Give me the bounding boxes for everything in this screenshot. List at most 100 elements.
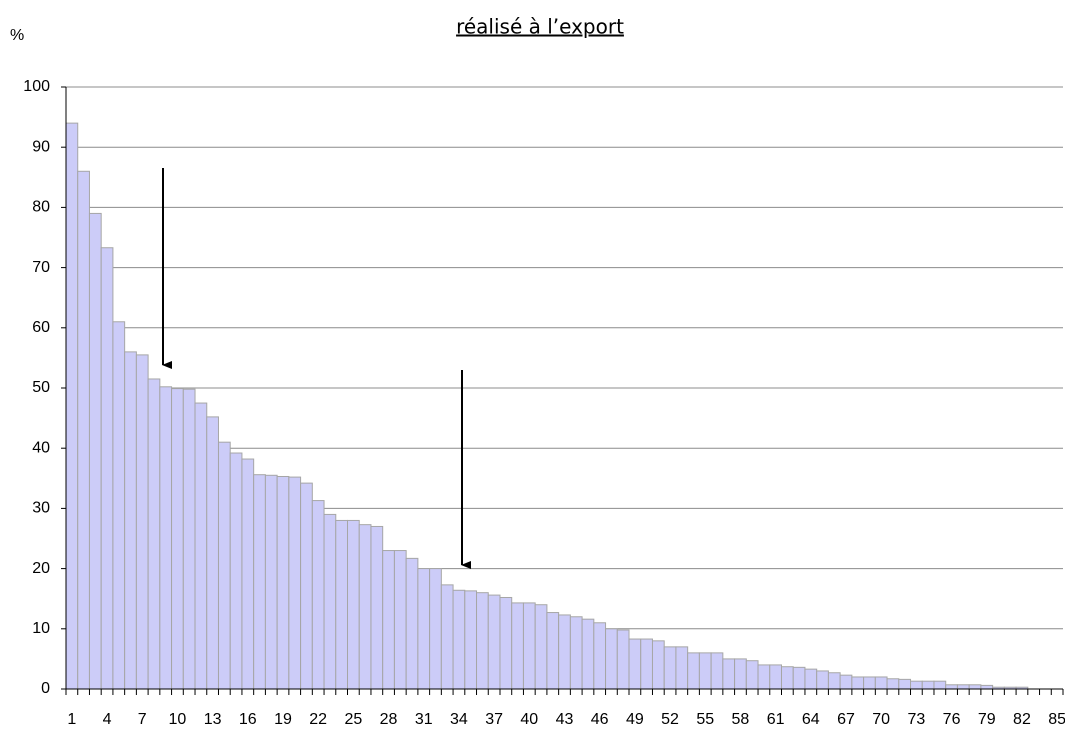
bar [487, 594, 501, 690]
bar [945, 684, 958, 690]
x-tick-label: 76 [943, 711, 961, 728]
y-tick-label: 0 [41, 680, 50, 697]
bar [651, 640, 665, 690]
x-tick-label: 46 [591, 711, 609, 728]
bar [839, 674, 853, 690]
bar [288, 476, 302, 690]
bar [405, 557, 419, 690]
bar [276, 475, 290, 690]
bar [382, 550, 395, 690]
bar [429, 568, 442, 690]
x-tick-label: 58 [732, 711, 750, 728]
plot: 0 10 20 30 40 50 60 70 80 90 100 1 4 7 10 13 16 19 22 25 28 3… [23, 78, 1065, 728]
bar [159, 386, 173, 690]
x-tick-label: 13 [204, 711, 222, 728]
x-tick-label: 25 [344, 711, 362, 728]
bar [698, 652, 712, 690]
chart-title: réalisé à l’export [456, 15, 624, 39]
bar [546, 612, 560, 690]
x-tick-label: 10 [169, 711, 187, 728]
bar [616, 629, 630, 690]
bar [135, 354, 149, 690]
x-tick-label: 73 [907, 711, 925, 728]
x-tick-label: 19 [274, 711, 292, 728]
bar [898, 678, 912, 690]
x-tick-label: 1 [67, 711, 76, 728]
y-tick-label: 40 [32, 439, 50, 456]
bar [464, 590, 478, 690]
bar [206, 416, 219, 690]
bar [863, 676, 876, 690]
bar [300, 482, 313, 690]
bar [804, 668, 818, 690]
bar [534, 604, 548, 690]
bar [370, 525, 384, 690]
bar [816, 670, 829, 690]
bar [628, 638, 642, 690]
bar [558, 614, 571, 690]
bar [921, 680, 935, 690]
bar [358, 524, 372, 690]
bar [100, 247, 114, 690]
bar [417, 568, 431, 690]
bar [88, 212, 102, 690]
bar [335, 519, 349, 690]
bar [769, 664, 782, 690]
bar [253, 474, 266, 690]
x-tick-label: 61 [767, 711, 785, 728]
bar [792, 666, 806, 690]
x-tick-label: 31 [415, 711, 433, 728]
bar [593, 622, 607, 690]
bar [511, 602, 524, 690]
x-tick-label: 79 [978, 711, 996, 728]
bar [722, 658, 736, 690]
bar [264, 474, 278, 690]
x-tick-label: 64 [802, 711, 820, 728]
bar [851, 676, 865, 690]
bar [687, 652, 700, 690]
y-tick-label: 90 [32, 138, 50, 155]
bar [77, 170, 90, 690]
bar [827, 672, 841, 690]
bar [605, 628, 618, 690]
bar [112, 321, 126, 690]
x-tick-label: 82 [1013, 711, 1031, 728]
x-tick-label: 70 [872, 711, 890, 728]
y-tick-label: 60 [32, 319, 50, 336]
bar [347, 519, 360, 690]
y-tick-label: 10 [32, 620, 50, 637]
bar [440, 584, 454, 690]
y-tick-label: 100 [23, 78, 50, 95]
bar [757, 664, 771, 690]
bar [194, 402, 208, 690]
bar [710, 652, 724, 690]
x-tick-label: 85 [1048, 711, 1065, 728]
bar [452, 589, 466, 690]
bar [124, 351, 137, 690]
x-tick-label: 37 [485, 711, 503, 728]
y-tick-label: 20 [32, 560, 50, 577]
bar [933, 680, 947, 690]
bar [217, 441, 231, 690]
bar [968, 684, 982, 690]
bar [147, 378, 161, 690]
x-tick-label: 67 [837, 711, 855, 728]
bar [182, 388, 196, 690]
x-tick-label: 28 [380, 711, 398, 728]
bar [229, 452, 243, 690]
x-tick-label: 16 [239, 711, 257, 728]
x-tick-label: 34 [450, 711, 468, 728]
bar [569, 616, 583, 690]
y-tick-label: 50 [32, 379, 50, 396]
bar [910, 680, 923, 690]
y-tick-label: 80 [32, 199, 50, 216]
x-tick-label: 49 [626, 711, 644, 728]
bar [980, 684, 994, 690]
bar [323, 513, 337, 690]
x-tick-label: 40 [520, 711, 538, 728]
bar [522, 602, 536, 690]
bar [171, 388, 184, 690]
x-tick-label: 22 [309, 711, 327, 728]
